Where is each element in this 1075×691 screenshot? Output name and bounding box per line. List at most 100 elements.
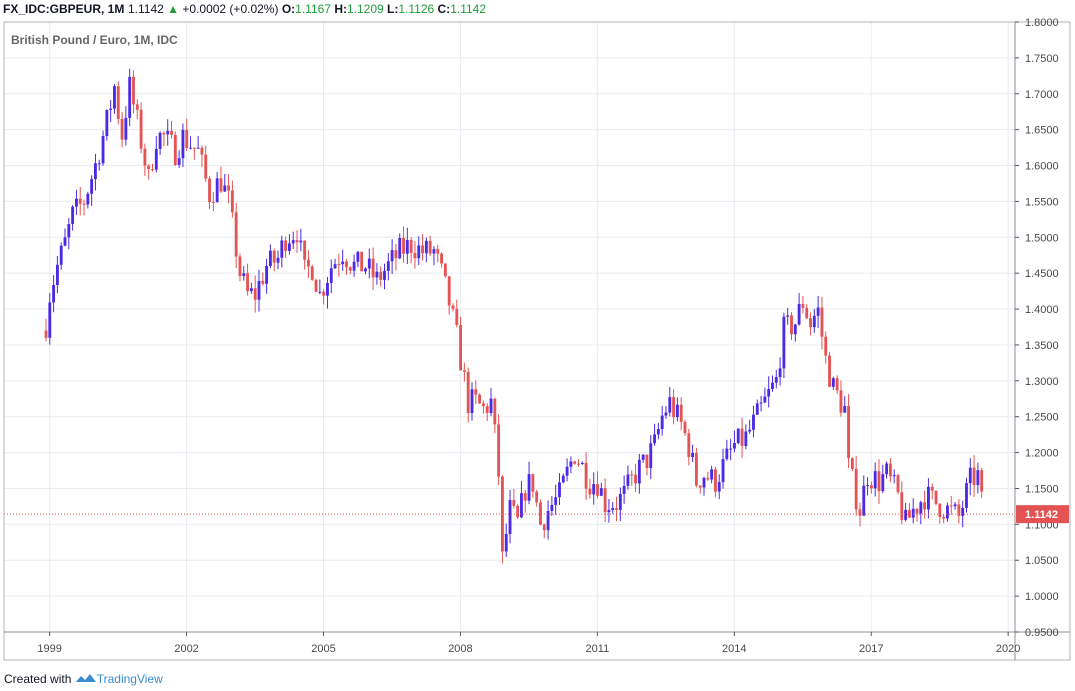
candle-body bbox=[554, 497, 558, 505]
candle-body bbox=[185, 129, 189, 148]
candles bbox=[44, 68, 984, 564]
candle-body bbox=[782, 316, 786, 369]
candle-body bbox=[535, 491, 539, 503]
candle-body bbox=[466, 371, 470, 414]
candle-body bbox=[965, 483, 968, 508]
candle-body bbox=[854, 468, 858, 510]
candle-body bbox=[512, 500, 516, 506]
candle-body bbox=[299, 240, 303, 243]
candle-body bbox=[48, 302, 52, 338]
candle-body bbox=[793, 324, 797, 335]
price-axis[interactable]: 1.8000 1.7500 1.7000 1.6500 1.6000 1.5500 1.50… bbox=[1015, 17, 1059, 639]
candle-body bbox=[847, 405, 850, 459]
candle-body bbox=[135, 104, 139, 110]
x-tick-label: 2014 bbox=[722, 643, 746, 655]
y-tick-label: 1.6500 bbox=[1025, 125, 1059, 137]
candle-body bbox=[812, 315, 816, 328]
candle-body bbox=[668, 397, 672, 413]
candle-body bbox=[877, 471, 881, 492]
candle-body bbox=[424, 240, 428, 254]
candle-body bbox=[280, 240, 284, 258]
candle-body bbox=[584, 462, 588, 489]
candle-body bbox=[694, 452, 698, 486]
candle-body bbox=[957, 504, 961, 516]
candle-body bbox=[946, 505, 949, 519]
candle-body bbox=[120, 118, 124, 140]
y-tick-label: 0.9500 bbox=[1025, 627, 1059, 639]
candle-body bbox=[189, 147, 192, 149]
candle-body bbox=[364, 268, 367, 272]
candle-body bbox=[885, 463, 889, 475]
candle-body bbox=[980, 470, 984, 492]
candle-body bbox=[786, 315, 790, 317]
time-axis[interactable]: 1999 2002 2005 2008 2011 2014 2017 2020 bbox=[37, 632, 1020, 655]
candle-body bbox=[307, 259, 310, 267]
candle-body bbox=[249, 288, 253, 292]
candle-body bbox=[592, 484, 596, 495]
candle-body bbox=[580, 462, 584, 465]
candle-body bbox=[774, 377, 778, 383]
candle-body bbox=[478, 394, 482, 404]
candle-body bbox=[291, 240, 295, 244]
footer-brand: TradingView bbox=[96, 672, 163, 686]
candle-body bbox=[97, 163, 101, 165]
candle-body bbox=[52, 284, 56, 303]
candle-body bbox=[428, 240, 432, 254]
candle-body bbox=[679, 404, 683, 422]
candle-body bbox=[367, 258, 371, 269]
x-tick-label: 2008 bbox=[448, 643, 472, 655]
candle-body bbox=[173, 134, 177, 165]
candle-body bbox=[508, 500, 512, 535]
candle-body bbox=[961, 507, 965, 516]
candle-body bbox=[542, 524, 546, 531]
candle-body bbox=[314, 279, 318, 292]
candle-body bbox=[949, 505, 953, 507]
attribution[interactable]: Created with TradingView bbox=[4, 671, 163, 687]
chart-grid bbox=[4, 21, 1015, 633]
candle-body bbox=[489, 398, 493, 414]
candle-body bbox=[421, 245, 424, 254]
candle-body bbox=[352, 261, 356, 271]
low-label: L: bbox=[387, 2, 399, 16]
candle-body bbox=[287, 243, 291, 251]
y-tick-label: 1.2500 bbox=[1025, 412, 1059, 424]
candle-body bbox=[721, 459, 725, 483]
y-tick-label: 1.5500 bbox=[1025, 196, 1059, 208]
candle-body bbox=[717, 482, 721, 492]
candle-body bbox=[626, 474, 630, 486]
candle-body bbox=[972, 467, 976, 486]
candle-body bbox=[850, 458, 854, 469]
candle-body bbox=[386, 261, 390, 271]
candle-body bbox=[326, 282, 329, 296]
candle-body bbox=[59, 245, 63, 265]
candle-body bbox=[820, 307, 824, 337]
candle-body bbox=[132, 76, 135, 105]
candle-body bbox=[147, 165, 151, 170]
y-tick-label: 1.8000 bbox=[1025, 17, 1059, 29]
candle-body bbox=[116, 86, 120, 119]
candle-body bbox=[86, 193, 90, 205]
candle-body bbox=[660, 415, 664, 429]
candle-body bbox=[843, 405, 847, 413]
high-value: 1.1209 bbox=[346, 2, 384, 16]
candle-body bbox=[417, 245, 421, 259]
candle-body bbox=[577, 463, 580, 465]
y-tick-label: 1.0500 bbox=[1025, 555, 1059, 567]
x-tick-label: 2002 bbox=[174, 643, 198, 655]
candle-body bbox=[276, 257, 280, 263]
candle-body bbox=[531, 474, 535, 492]
candle-body bbox=[63, 237, 67, 246]
y-tick-label: 1.1500 bbox=[1025, 483, 1059, 495]
candle-body bbox=[736, 428, 740, 444]
candle-body bbox=[443, 263, 447, 277]
candle-body bbox=[733, 443, 736, 449]
candle-body bbox=[927, 486, 930, 510]
chart-pane-border bbox=[3, 21, 1071, 661]
candle-body bbox=[691, 452, 695, 458]
candle-body bbox=[637, 459, 641, 484]
open-label: O: bbox=[281, 2, 296, 16]
candle-body bbox=[177, 158, 181, 165]
candle-body bbox=[816, 307, 820, 316]
candle-body bbox=[162, 133, 166, 135]
